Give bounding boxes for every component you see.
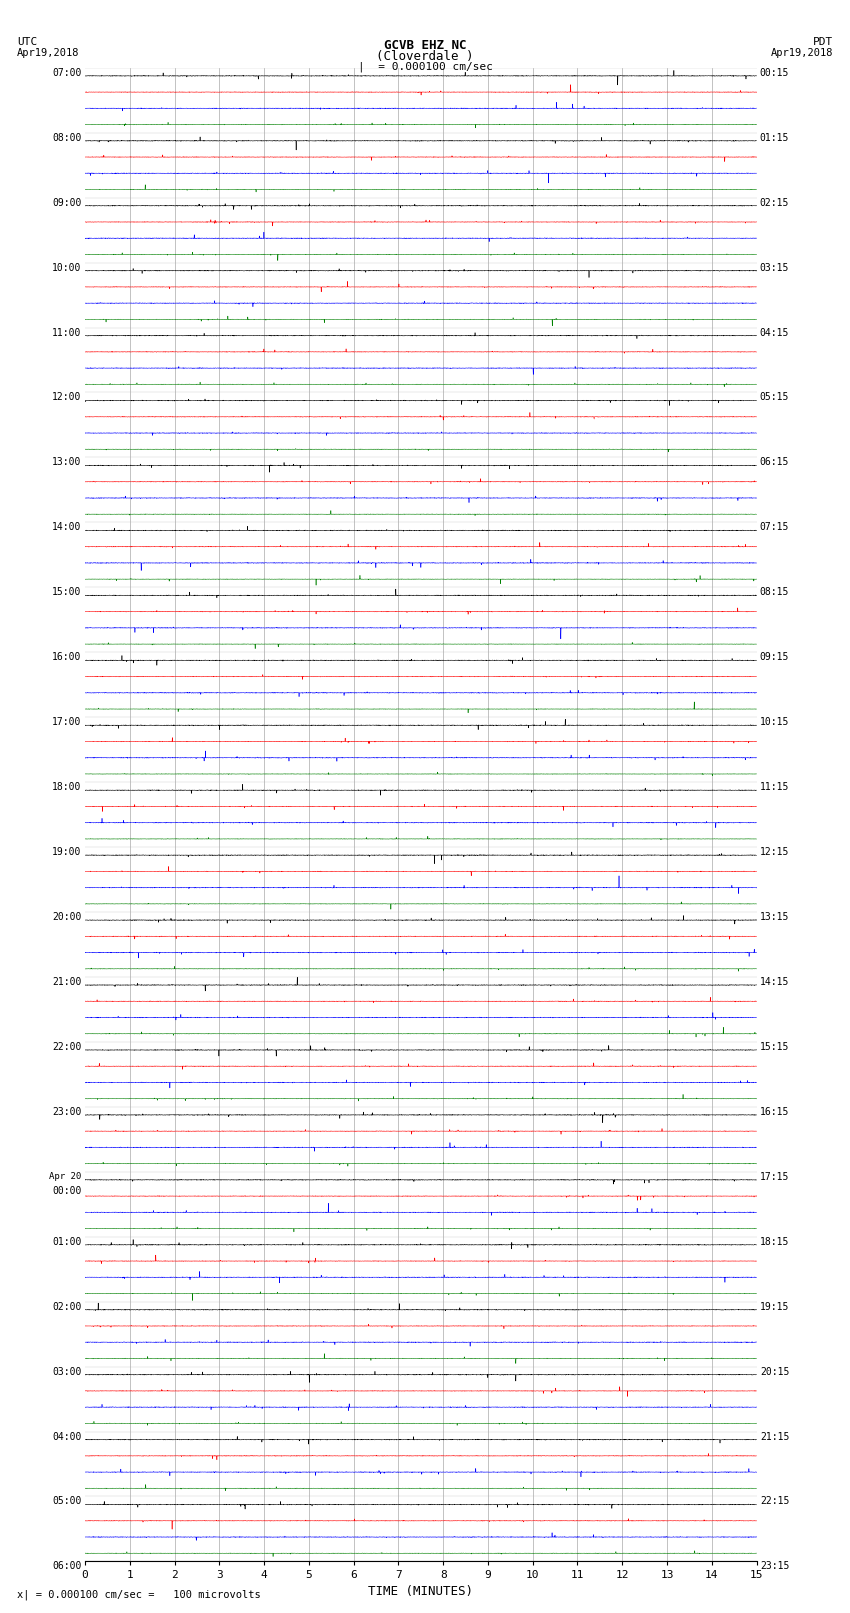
Text: 21:15: 21:15 <box>760 1431 790 1442</box>
Text: 15:15: 15:15 <box>760 1042 790 1052</box>
Text: 17:15: 17:15 <box>760 1171 790 1182</box>
Text: 14:00: 14:00 <box>52 523 82 532</box>
Text: 19:00: 19:00 <box>52 847 82 857</box>
Text: 11:00: 11:00 <box>52 327 82 337</box>
Text: 22:00: 22:00 <box>52 1042 82 1052</box>
Text: 11:15: 11:15 <box>760 782 790 792</box>
Text: 04:15: 04:15 <box>760 327 790 337</box>
Text: 06:00: 06:00 <box>52 1561 82 1571</box>
Text: 03:00: 03:00 <box>52 1366 82 1376</box>
Text: 23:00: 23:00 <box>52 1107 82 1116</box>
Text: 19:15: 19:15 <box>760 1302 790 1311</box>
Text: Apr 20: Apr 20 <box>49 1171 82 1181</box>
Text: 23:15: 23:15 <box>760 1561 790 1571</box>
Text: 18:00: 18:00 <box>52 782 82 792</box>
Text: 16:00: 16:00 <box>52 652 82 663</box>
Text: 20:00: 20:00 <box>52 911 82 923</box>
Text: 02:00: 02:00 <box>52 1302 82 1311</box>
Text: 01:15: 01:15 <box>760 132 790 142</box>
Text: 04:00: 04:00 <box>52 1431 82 1442</box>
Text: 06:15: 06:15 <box>760 458 790 468</box>
Text: 01:00: 01:00 <box>52 1237 82 1247</box>
Text: 17:00: 17:00 <box>52 718 82 727</box>
Text: 02:15: 02:15 <box>760 198 790 208</box>
Text: 22:15: 22:15 <box>760 1497 790 1507</box>
Text: 05:00: 05:00 <box>52 1497 82 1507</box>
Text: 18:15: 18:15 <box>760 1237 790 1247</box>
Text: 00:15: 00:15 <box>760 68 790 77</box>
Text: Apr19,2018: Apr19,2018 <box>770 48 833 58</box>
Text: 21:00: 21:00 <box>52 977 82 987</box>
Text: PDT: PDT <box>813 37 833 47</box>
Text: (Cloverdale ): (Cloverdale ) <box>377 50 473 63</box>
Text: 05:15: 05:15 <box>760 392 790 403</box>
Text: 16:15: 16:15 <box>760 1107 790 1116</box>
Text: x| = 0.000100 cm/sec =   100 microvolts: x| = 0.000100 cm/sec = 100 microvolts <box>17 1589 261 1600</box>
Text: 20:15: 20:15 <box>760 1366 790 1376</box>
Text: |  = 0.000100 cm/sec: | = 0.000100 cm/sec <box>358 61 492 73</box>
Text: 07:00: 07:00 <box>52 68 82 77</box>
Text: 09:15: 09:15 <box>760 652 790 663</box>
Text: 00:00: 00:00 <box>52 1186 82 1197</box>
Text: 13:00: 13:00 <box>52 458 82 468</box>
Text: 13:15: 13:15 <box>760 911 790 923</box>
Text: 03:15: 03:15 <box>760 263 790 273</box>
Text: 07:15: 07:15 <box>760 523 790 532</box>
Text: Apr19,2018: Apr19,2018 <box>17 48 80 58</box>
Text: 15:00: 15:00 <box>52 587 82 597</box>
Text: 08:00: 08:00 <box>52 132 82 142</box>
Text: 09:00: 09:00 <box>52 198 82 208</box>
Text: GCVB EHZ NC: GCVB EHZ NC <box>383 39 467 52</box>
Text: 14:15: 14:15 <box>760 977 790 987</box>
Text: 08:15: 08:15 <box>760 587 790 597</box>
X-axis label: TIME (MINUTES): TIME (MINUTES) <box>368 1584 473 1597</box>
Text: 10:00: 10:00 <box>52 263 82 273</box>
Text: 10:15: 10:15 <box>760 718 790 727</box>
Text: UTC: UTC <box>17 37 37 47</box>
Text: 12:00: 12:00 <box>52 392 82 403</box>
Text: 12:15: 12:15 <box>760 847 790 857</box>
